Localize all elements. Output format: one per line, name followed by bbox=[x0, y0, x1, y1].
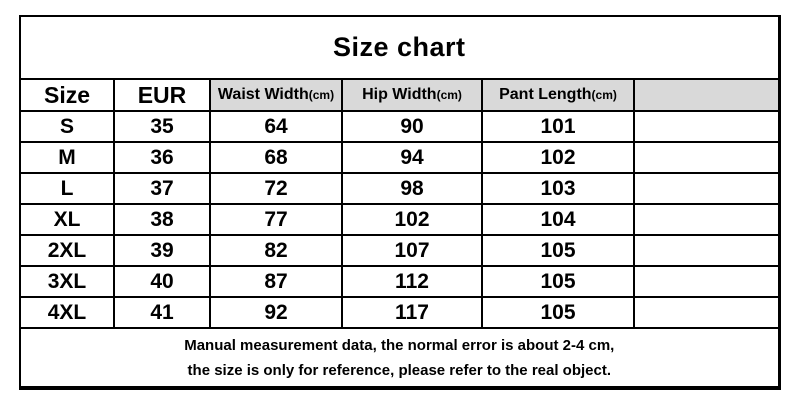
table-row: L 37 72 98 103 bbox=[19, 172, 781, 205]
column-header-eur: EUR bbox=[113, 78, 211, 112]
column-header-eur-label: EUR bbox=[137, 81, 187, 108]
eur-cell: 38 bbox=[113, 203, 211, 236]
hip-cell: 107 bbox=[341, 234, 483, 267]
column-header-size-label: Size bbox=[43, 81, 91, 108]
footer-row: Manual measurement data, the normal erro… bbox=[18, 327, 781, 389]
hip-cell: 112 bbox=[341, 265, 483, 298]
waist-cell: 72 bbox=[209, 172, 343, 205]
empty-cell bbox=[632, 203, 781, 236]
hip-cell: 98 bbox=[341, 172, 483, 205]
pant-cell: 104 bbox=[481, 203, 635, 236]
pant-cell: 105 bbox=[481, 265, 635, 298]
size-cell: 4XL bbox=[19, 296, 115, 329]
eur-cell: 40 bbox=[113, 265, 211, 298]
waist-cell: 82 bbox=[209, 234, 343, 267]
empty-cell bbox=[632, 234, 781, 267]
size-cell: 3XL bbox=[19, 265, 115, 298]
hip-cell: 102 bbox=[341, 203, 483, 236]
pant-cell: 102 bbox=[481, 141, 635, 174]
column-header-pant-unit: (cm) bbox=[591, 88, 617, 102]
empty-cell bbox=[632, 265, 781, 298]
table-row: 2XL 39 82 107 105 bbox=[19, 234, 781, 267]
table-row: 4XL 41 92 117 105 bbox=[19, 296, 781, 329]
empty-cell bbox=[632, 141, 781, 174]
size-cell: 2XL bbox=[19, 234, 115, 267]
eur-cell: 39 bbox=[113, 234, 211, 267]
table-row: XL 38 77 102 104 bbox=[19, 203, 781, 236]
size-cell: XL bbox=[19, 203, 115, 236]
pant-cell: 105 bbox=[481, 234, 635, 267]
table-row: 3XL 40 87 112 105 bbox=[19, 265, 781, 298]
column-header-waist-width: Waist Width(cm) bbox=[209, 78, 343, 112]
column-header-hip-width: Hip Width(cm) bbox=[341, 78, 483, 112]
column-header-hip-label: Hip Width bbox=[362, 86, 437, 103]
waist-cell: 87 bbox=[209, 265, 343, 298]
table-row: M 36 68 94 102 bbox=[19, 141, 781, 174]
empty-cell bbox=[632, 110, 781, 143]
footer-note-line-1: Manual measurement data, the normal erro… bbox=[184, 336, 615, 354]
hip-cell: 90 bbox=[341, 110, 483, 143]
pant-cell: 105 bbox=[481, 296, 635, 329]
pant-cell: 103 bbox=[481, 172, 635, 205]
column-header-waist-unit: (cm) bbox=[308, 88, 335, 102]
column-header-pant-length: Pant Length(cm) bbox=[481, 78, 635, 112]
hip-cell: 94 bbox=[341, 141, 483, 174]
size-cell: M bbox=[19, 141, 115, 174]
eur-cell: 37 bbox=[113, 172, 211, 205]
page-title: Size chart bbox=[18, 15, 781, 80]
eur-cell: 35 bbox=[113, 110, 211, 143]
waist-cell: 68 bbox=[209, 141, 343, 174]
waist-cell: 64 bbox=[209, 110, 343, 143]
table-row: S 35 64 90 101 bbox=[19, 110, 781, 143]
column-header-empty bbox=[632, 78, 781, 112]
column-header-size: Size bbox=[19, 78, 115, 112]
header-row: Size EUR Waist Width(cm) Hip Width(cm) P… bbox=[19, 78, 781, 112]
empty-cell bbox=[632, 172, 781, 205]
pant-cell: 101 bbox=[481, 110, 635, 143]
size-chart-table: Size chart Size EUR Waist Width(cm) Hip … bbox=[18, 15, 781, 390]
size-cell: L bbox=[19, 172, 115, 205]
hip-cell: 117 bbox=[341, 296, 483, 329]
column-header-pant-label: Pant Length bbox=[499, 86, 592, 103]
empty-cell bbox=[632, 296, 781, 329]
footer-note: Manual measurement data, the normal erro… bbox=[18, 327, 781, 389]
column-header-waist-label: Waist Width bbox=[217, 86, 309, 103]
column-header-hip-unit: (cm) bbox=[436, 88, 462, 102]
waist-cell: 77 bbox=[209, 203, 343, 236]
waist-cell: 92 bbox=[209, 296, 343, 329]
size-cell: S bbox=[19, 110, 115, 143]
footer-note-line-2: the size is only for reference, please r… bbox=[187, 361, 612, 379]
eur-cell: 36 bbox=[113, 141, 211, 174]
eur-cell: 41 bbox=[113, 296, 211, 329]
title-row: Size chart bbox=[18, 15, 781, 80]
